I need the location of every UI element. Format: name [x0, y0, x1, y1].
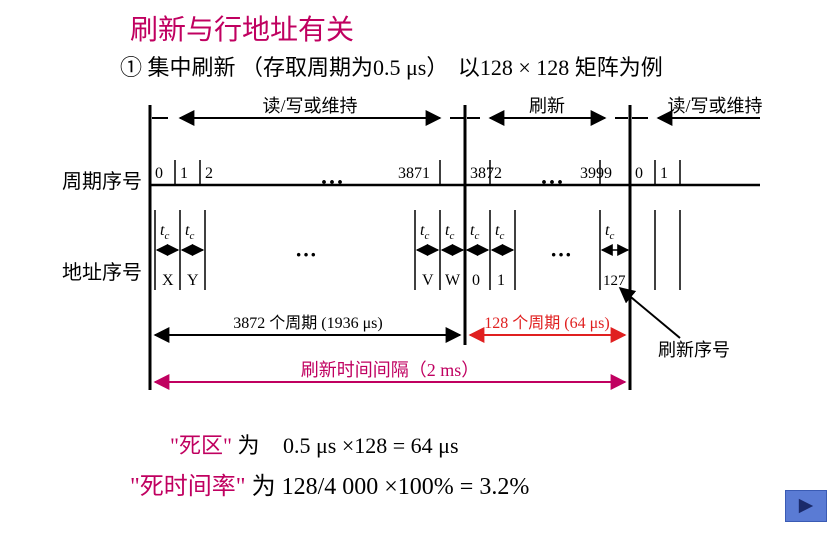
svg-text:···: ···	[540, 170, 564, 196]
svg-text:tc: tc	[160, 222, 169, 242]
rw-hold-label-1: 读/写或维持	[262, 96, 357, 116]
subtitle-prefix: ① 集中刷新 （存取周期为0.5 μs）	[120, 55, 448, 80]
cyc-0: 0	[155, 165, 163, 182]
svg-text:tc: tc	[185, 222, 194, 242]
cyc-3999: 3999	[580, 165, 612, 182]
addr-W: W	[445, 272, 461, 289]
cyc-3871: 3871	[398, 165, 430, 182]
cyc-2: 2	[205, 165, 213, 182]
rw-hold-label-2: 读/写或维持	[667, 96, 762, 116]
svg-text:···: ···	[295, 242, 317, 267]
play-icon	[797, 497, 815, 515]
tc-group: tc tc tc tc tc tc tc	[155, 210, 680, 290]
svg-text:tc: tc	[605, 222, 614, 242]
interval-label: 刷新时间间隔（2 ms）	[301, 360, 480, 380]
addr-Y: Y	[187, 272, 199, 289]
rate-calc: 为 128/4 000 ×100% = 3.2%	[252, 474, 530, 500]
cyc-1b: 1	[660, 165, 668, 182]
refresh-seq-label: 刷新序号	[658, 340, 730, 360]
cyc-3872: 3872	[470, 165, 502, 182]
addr-V: V	[422, 272, 434, 289]
dead-zone-line: "死区" 为 0.5 μs ×128 = 64 μs	[170, 428, 459, 460]
period-128: 128 个周期 (64 μs)	[484, 314, 609, 332]
svg-text:tc: tc	[495, 222, 504, 242]
timing-diagram: 读/写或维持 刷新 读/写或维持 0 1 2 3871 3872 3999 0 …	[60, 90, 780, 420]
svg-text:tc: tc	[445, 222, 454, 242]
cyc-0b: 0	[635, 165, 643, 182]
period-3872: 3872 个周期 (1936 μs)	[233, 314, 382, 332]
next-button[interactable]	[785, 490, 827, 522]
addr-X: X	[162, 272, 174, 289]
dead-calc: 0.5 μs ×128 = 64 μs	[283, 433, 459, 458]
cyc-1: 1	[180, 165, 188, 182]
svg-text:tc: tc	[470, 222, 479, 242]
svg-text:tc: tc	[420, 222, 429, 242]
rate-quote: "死时间率"	[130, 474, 246, 500]
subtitle-suffix: 以128 × 128 矩阵为例	[458, 55, 663, 80]
refresh-label: 刷新	[529, 96, 565, 116]
page-title: 刷新与行地址有关	[130, 8, 354, 48]
dead-rate-line: "死时间率" 为 128/4 000 ×100% = 3.2%	[130, 466, 529, 501]
svg-text:···: ···	[550, 242, 572, 267]
addr-0: 0	[472, 272, 480, 289]
dead-quote: "死区" 为	[170, 433, 259, 458]
addr-1: 1	[497, 272, 505, 289]
subtitle-line: ① 集中刷新 （存取周期为0.5 μs） 以128 × 128 矩阵为例	[120, 50, 663, 82]
addr-127: 127	[603, 273, 626, 289]
svg-text:···: ···	[320, 170, 344, 196]
